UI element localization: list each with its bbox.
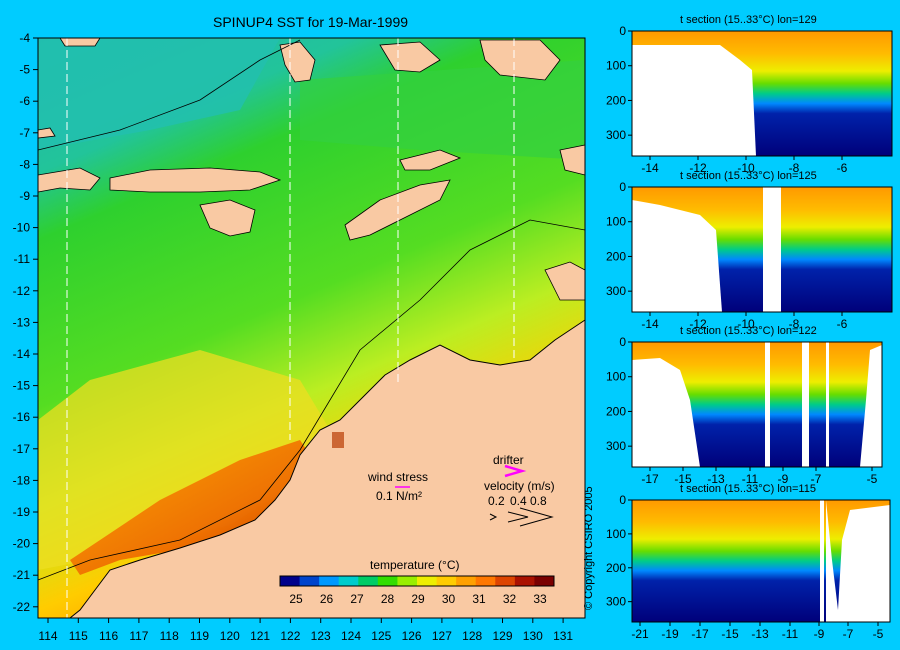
drifter-mark xyxy=(332,432,344,448)
section-panel-lon122 xyxy=(631,341,883,468)
land-australia xyxy=(68,319,586,619)
section-1-title: t section (15..33°C) lon=129 xyxy=(680,14,817,26)
copyright-text: © Copyright CSIRO 2005 xyxy=(583,486,595,610)
section-panel-lon129 xyxy=(631,30,893,157)
map-title: SPINUP4 SST for 19-Mar-1999 xyxy=(213,14,409,30)
section-panel-lon125 xyxy=(631,186,893,313)
warm-band xyxy=(38,350,330,570)
section-2-title: t section (15..33°C) lon=125 xyxy=(680,170,817,182)
section-4-title: t section (15..33°C) lon=115 xyxy=(680,483,816,495)
warm-north-sea xyxy=(38,38,280,150)
map-frame xyxy=(37,37,586,619)
islands xyxy=(37,37,586,301)
north-contour xyxy=(37,39,301,151)
section-panel-lon115 xyxy=(631,499,891,623)
shelf-contour xyxy=(37,219,586,581)
section-3-title: t section (15..33°C) lon=122 xyxy=(680,325,817,337)
hot-coastal-water xyxy=(70,440,320,575)
section-lines xyxy=(66,38,515,618)
